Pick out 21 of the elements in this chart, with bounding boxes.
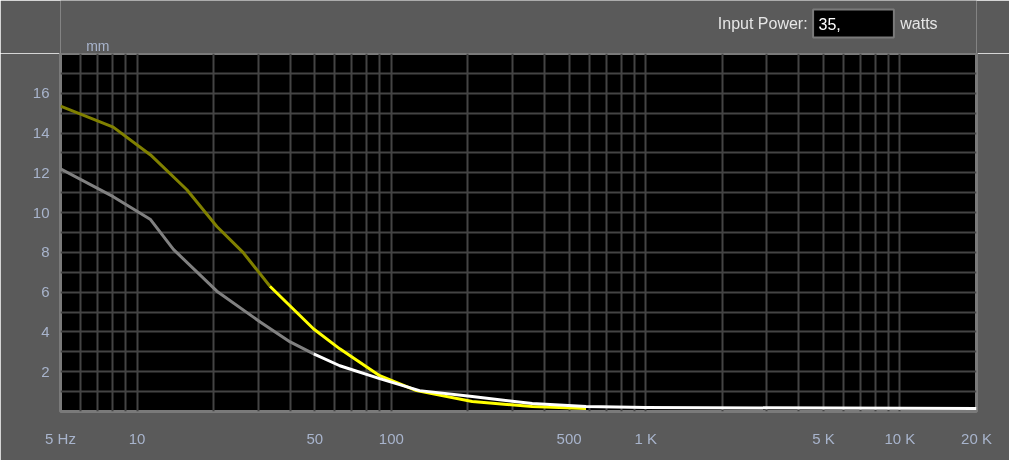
x-tick-label: 500 [556,429,582,447]
text: 35, [818,15,841,33]
y-tick-label: 12 [32,163,50,181]
x-tick-label: 10 K [884,429,916,447]
text: Input Power: [717,15,808,32]
y-tick-label: 4 [41,322,50,340]
text: watts [899,15,938,32]
y-tick-label: 14 [32,124,50,142]
x-tick-label: 50 [306,429,324,447]
y-tick-label: 6 [41,283,50,301]
y-tick-label: 2 [41,362,50,380]
x-tick-label: 5 Hz [45,429,76,447]
x-tick-label: 10 [128,429,146,447]
y-tick-label: 16 [32,84,50,102]
x-tick-label: 5 K [812,429,835,447]
y-tick-label: 8 [41,243,50,261]
x-tick-label: 1 K [634,429,657,447]
x-tick-label: 20 K [961,429,992,447]
x-tick-label: 100 [378,429,404,447]
y-axis-title: mm [86,37,110,54]
y-tick-label: 10 [32,203,50,221]
